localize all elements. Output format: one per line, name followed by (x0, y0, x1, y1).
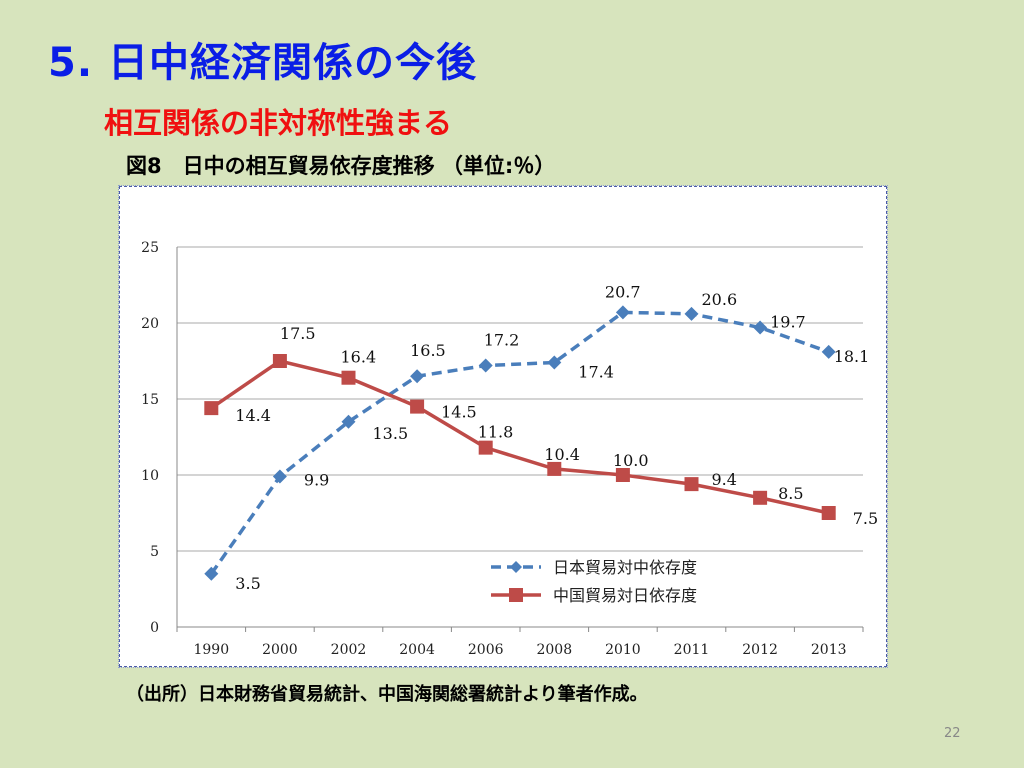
y-tick-label: 25 (141, 240, 159, 256)
square-marker (341, 370, 356, 385)
square-marker (204, 401, 219, 416)
chart-frame: 0 5 10 15 20 25 1990 2000 2002 2004 2006 2008 2010 20… (118, 185, 888, 668)
data-label: 18.1 (834, 347, 870, 366)
data-label: 16.4 (341, 348, 377, 367)
square-marker (547, 461, 562, 476)
x-tick-label: 2002 (331, 642, 367, 658)
square-marker (410, 399, 425, 414)
line-chart: 0 5 10 15 20 25 1990 2000 2002 2004 2006 2008 2010 20… (141, 240, 878, 658)
source-note: （出所）日本財務省貿易統計、中国海関総署統計より筆者作成。 (126, 684, 648, 705)
diamond-marker (547, 355, 562, 370)
y-tick-label: 10 (141, 468, 159, 484)
data-label: 20.7 (605, 282, 641, 301)
data-label: 3.5 (235, 574, 260, 593)
x-tick-label: 2011 (674, 642, 710, 658)
data-label: 17.4 (578, 363, 614, 382)
x-tick-label: 2010 (605, 642, 641, 658)
data-label: 10.4 (544, 445, 580, 464)
y-tick-label: 20 (141, 316, 159, 332)
x-tick-label: 2004 (399, 642, 435, 658)
series-line-0 (209, 310, 830, 575)
y-tick-label: 15 (141, 392, 159, 408)
diamond-marker (272, 469, 287, 484)
y-tick-label: 0 (150, 620, 159, 636)
diamond-marker (615, 305, 630, 320)
diamond-marker (204, 566, 219, 581)
x-tick-label: 1990 (193, 642, 229, 658)
data-label: 17.5 (280, 324, 316, 343)
x-tick-label: 2013 (811, 642, 847, 658)
data-label: 13.5 (373, 424, 409, 443)
data-label: 7.5 (853, 509, 878, 528)
diamond-marker (478, 358, 493, 373)
square-marker (615, 468, 630, 482)
diamond-marker (410, 369, 425, 384)
square-marker (684, 477, 699, 492)
data-label: 19.7 (770, 313, 806, 332)
series-line-1 (210, 359, 830, 515)
diamond-marker (753, 320, 768, 335)
data-label: 20.6 (702, 290, 738, 309)
data-label: 8.5 (778, 484, 803, 503)
diamond-marker (684, 306, 699, 321)
data-label: 17.2 (484, 331, 520, 350)
data-label: 10.0 (613, 451, 649, 470)
x-tick-label: 2012 (742, 642, 778, 658)
legend-label: 中国貿易対日依存度 (553, 586, 697, 605)
slide-title: 5. 日中経済関係の今後 (48, 40, 477, 86)
data-label: 9.9 (304, 471, 329, 490)
diamond-marker (821, 344, 836, 359)
square-marker (272, 354, 287, 368)
data-label: 14.5 (441, 403, 477, 422)
x-tick-label: 2008 (536, 642, 572, 658)
legend-label: 日本貿易対中依存度 (553, 558, 697, 577)
square-marker (753, 490, 768, 505)
x-tick-label: 2006 (468, 642, 504, 658)
square-marker (821, 506, 836, 520)
figure-title: 図8 日中の相互貿易依存度推移 （単位:％） (126, 154, 556, 178)
slide-subtitle: 相互関係の非対称性強まる (104, 106, 453, 140)
data-label: 14.4 (235, 406, 271, 425)
x-tick-label: 2000 (262, 642, 298, 658)
legend-square-icon (509, 588, 523, 602)
data-label: 11.8 (478, 423, 514, 442)
data-label: 16.5 (410, 341, 446, 360)
y-tick-label: 5 (150, 544, 159, 560)
data-label: 9.4 (712, 470, 737, 489)
legend-diamond-icon (510, 561, 522, 573)
page-number: 22 (944, 726, 961, 741)
square-marker (478, 440, 493, 455)
diamond-marker (341, 414, 356, 429)
